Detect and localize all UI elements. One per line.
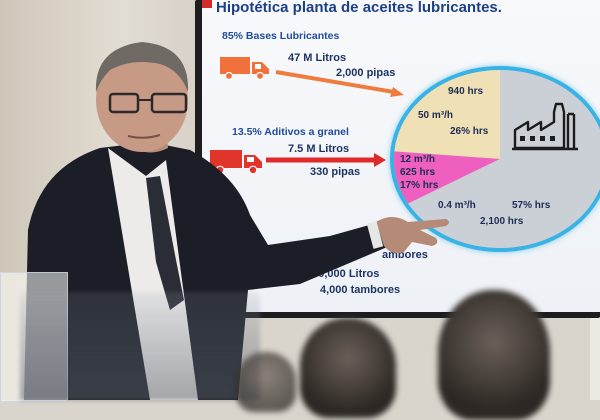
- glasses-left-lens: [108, 92, 140, 114]
- slide-corner-mark: [202, 0, 212, 8]
- bases-share: 26% hrs: [450, 126, 489, 137]
- aditivos-hrs: 625 hrs: [400, 167, 436, 178]
- orange-truck-icon: [220, 57, 269, 80]
- pie-slice-aditivos: [394, 151, 500, 211]
- bases-volume: 47 M Litros: [288, 52, 347, 64]
- tambores-share: 57% hrs: [512, 200, 551, 211]
- tambores-hrs: 2,100 hrs: [480, 216, 524, 227]
- foreground-podium-glare: [20, 292, 260, 400]
- tambores-count: 4,000 tambores: [320, 284, 401, 296]
- bases-rate: 50 m³/h: [418, 110, 454, 121]
- red-truck-icon: [210, 150, 262, 175]
- audience-head-3: [236, 352, 296, 412]
- hair: [95, 42, 189, 92]
- bases-label: 85% Bases Lubricantes: [222, 30, 340, 42]
- audience-head-2: [438, 290, 550, 420]
- pie-slice-bases: [394, 70, 500, 159]
- slide-title: Hipotética planta de aceites lubricantes…: [216, 0, 502, 16]
- aditivos-label: 13.5% Aditivos a granel: [232, 126, 349, 138]
- bases-pipas: 2,000 pipas: [336, 67, 396, 79]
- presentation-slide: Hipotética planta de aceites lubricantes…: [202, 0, 600, 312]
- aditivos-share: 17% hrs: [400, 180, 439, 191]
- aditivos-arrow: [266, 153, 386, 167]
- aditivos-pipas: 330 pipas: [310, 166, 361, 178]
- pie-slice-tambores: [394, 70, 600, 248]
- mouth: [127, 134, 161, 139]
- audience-head-1: [300, 318, 396, 418]
- aditivos-rate: 12 m³/h: [400, 154, 436, 165]
- aditivos-volume: 7.5 M Litros: [288, 143, 350, 155]
- time-share-pie: 940 hrs 50 m³/h 26% hrs 12 m³/h 625 hrs …: [390, 66, 600, 252]
- bases-hrs: 940 hrs: [448, 86, 484, 97]
- shirt-cuff: [366, 221, 384, 249]
- glasses-right-lens: [150, 92, 188, 114]
- factory-icon: [512, 102, 578, 151]
- tambores-rate: 0.4 m³/h: [438, 200, 476, 211]
- tie: [146, 176, 184, 310]
- pointing-hand: [376, 217, 449, 254]
- pie-slices: [394, 70, 600, 248]
